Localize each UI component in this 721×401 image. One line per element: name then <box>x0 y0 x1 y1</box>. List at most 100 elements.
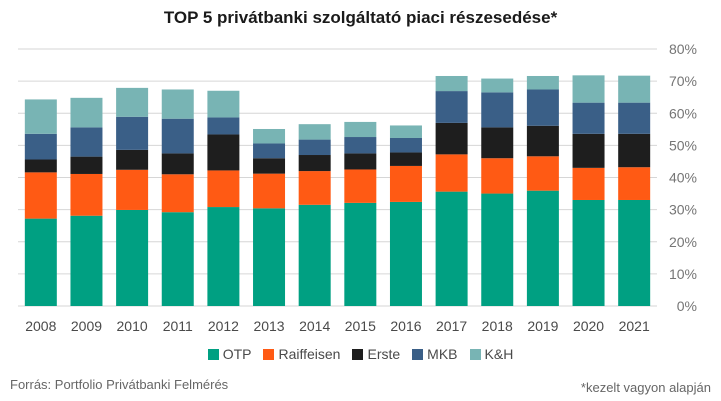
bar-segment-otp-2013 <box>253 208 286 306</box>
bar-segment-raiffeisen-2020 <box>572 167 605 200</box>
bar-segment-raiffeisen-2017 <box>435 154 468 192</box>
bar-segment-k-h-2019 <box>526 75 559 90</box>
bar-segment-raiffeisen-2018 <box>481 158 514 194</box>
bar-segment-mkb-2012 <box>207 117 240 135</box>
bar-segment-erste-2013 <box>253 158 286 174</box>
y-axis-ticks: 0% 10% 20% 30% 40% 50% 60% 70% 80% <box>669 41 697 314</box>
bar-segment-erste-2008 <box>24 159 57 173</box>
bar-segment-raiffeisen-2016 <box>389 165 422 202</box>
gridlines <box>18 48 657 307</box>
y-tick-label: 10% <box>669 266 697 282</box>
legend-label: Raiffeisen <box>278 346 341 362</box>
legend-item: OTP <box>207 346 252 362</box>
bar-segment-erste-2021 <box>618 133 651 168</box>
legend-swatch <box>412 348 424 360</box>
y-tick-label: 60% <box>669 105 697 121</box>
bar-segment-k-h-2014 <box>298 124 331 140</box>
bar-segment-otp-2008 <box>24 218 57 306</box>
chart-title: TOP 5 privátbanki szolgáltató piaci rész… <box>163 8 558 27</box>
bar-segment-mkb-2014 <box>298 139 331 156</box>
bar-segment-mkb-2018 <box>481 92 514 128</box>
x-tick-label: 2021 <box>619 318 650 334</box>
bar-segment-erste-2019 <box>526 125 559 157</box>
bar-segment-otp-2016 <box>389 201 422 306</box>
x-tick-label: 2008 <box>25 318 56 334</box>
bar-segment-raiffeisen-2019 <box>526 156 559 191</box>
bar-segment-mkb-2011 <box>161 118 194 154</box>
bar-segment-mkb-2010 <box>116 116 149 150</box>
x-tick-label: 2011 <box>163 318 193 334</box>
legend-swatch <box>352 348 364 360</box>
bar-segment-raiffeisen-2021 <box>618 167 651 200</box>
bar-segment-k-h-2017 <box>435 75 468 92</box>
bar-segment-mkb-2017 <box>435 91 468 123</box>
bar-segment-k-h-2020 <box>572 75 605 103</box>
bar-segment-k-h-2008 <box>24 99 57 134</box>
x-tick-label: 2020 <box>573 318 604 334</box>
bar-segment-raiffeisen-2012 <box>207 170 240 208</box>
x-axis-ticks: 2008 2009 2010 2011 2012 2013 2014 2015 2016 2017… <box>25 318 650 334</box>
bar-segment-k-h-2015 <box>344 121 377 138</box>
bar-segment-k-h-2018 <box>481 78 514 93</box>
bar-segment-otp-2014 <box>298 204 331 306</box>
bar-segment-raiffeisen-2014 <box>298 171 331 205</box>
bar-segment-otp-2009 <box>70 215 103 306</box>
bar-segment-mkb-2016 <box>389 137 422 153</box>
y-tick-label: 0% <box>677 298 697 314</box>
legend-label: OTP <box>222 346 252 362</box>
bar-segment-erste-2020 <box>572 133 605 168</box>
footnote: *kezelt vagyon alapján <box>580 380 711 395</box>
bar-segment-otp-2018 <box>481 193 514 306</box>
legend-swatch <box>207 348 219 360</box>
legend-swatch <box>263 348 275 360</box>
bar-segment-mkb-2008 <box>24 133 57 160</box>
legend-item: Raiffeisen <box>263 346 340 362</box>
x-tick-label: 2017 <box>436 318 467 334</box>
y-tick-label: 70% <box>669 73 697 89</box>
bar-segment-raiffeisen-2009 <box>70 173 103 216</box>
bar-segment-k-h-2009 <box>70 97 103 128</box>
bar-segment-k-h-2021 <box>618 75 651 103</box>
bar-segment-mkb-2013 <box>253 143 286 159</box>
legend: OTP Raiffeisen Erste MKB K&H <box>0 346 721 362</box>
bar-segment-erste-2016 <box>389 152 422 166</box>
bar-segment-erste-2015 <box>344 153 377 170</box>
bar-segment-otp-2012 <box>207 207 240 306</box>
bar-segment-otp-2020 <box>572 199 605 306</box>
bar-segment-mkb-2020 <box>572 102 605 134</box>
bars <box>24 75 651 306</box>
bar-segment-k-h-2016 <box>389 125 422 138</box>
x-tick-label: 2015 <box>345 318 376 334</box>
bar-segment-raiffeisen-2008 <box>24 172 57 219</box>
bar-segment-raiffeisen-2013 <box>253 173 286 209</box>
legend-label: Erste <box>367 346 401 362</box>
y-tick-label: 40% <box>669 170 697 186</box>
y-tick-label: 20% <box>669 234 697 250</box>
bar-segment-mkb-2021 <box>618 102 651 134</box>
legend-label: K&H <box>484 346 514 362</box>
bar-segment-otp-2017 <box>435 191 468 306</box>
bar-segment-k-h-2011 <box>161 89 194 119</box>
source-text: Forrás: Portfolio Privátbanki Felmérés <box>10 377 229 392</box>
x-tick-label: 2019 <box>527 318 558 334</box>
legend-item: Erste <box>352 346 400 362</box>
bar-segment-otp-2019 <box>526 190 559 306</box>
bar-segment-otp-2021 <box>618 199 651 306</box>
bar-segment-erste-2012 <box>207 134 240 171</box>
bar-segment-raiffeisen-2011 <box>161 174 194 213</box>
legend-item: K&H <box>469 346 514 362</box>
x-tick-label: 2009 <box>71 318 102 334</box>
x-tick-label: 2014 <box>299 318 330 334</box>
bar-segment-otp-2010 <box>116 209 149 306</box>
x-tick-label: 2016 <box>390 318 421 334</box>
x-tick-label: 2018 <box>482 318 513 334</box>
bar-segment-erste-2014 <box>298 155 331 172</box>
bar-segment-erste-2018 <box>481 127 514 159</box>
bar-segment-otp-2011 <box>161 212 194 306</box>
bar-segment-raiffeisen-2010 <box>116 169 149 210</box>
bar-segment-k-h-2013 <box>253 128 286 144</box>
legend-item: MKB <box>412 346 458 362</box>
x-tick-label: 2010 <box>117 318 148 334</box>
bar-segment-erste-2009 <box>70 156 103 174</box>
